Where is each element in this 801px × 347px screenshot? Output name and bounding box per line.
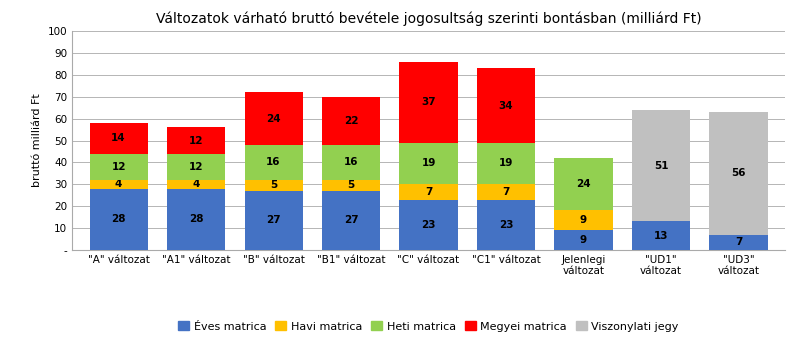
Text: 34: 34 <box>499 101 513 111</box>
Bar <box>244 145 303 180</box>
Bar <box>167 127 225 154</box>
Bar <box>167 189 225 250</box>
Text: 37: 37 <box>421 97 436 107</box>
Text: 9: 9 <box>580 215 587 225</box>
Text: 5: 5 <box>348 180 355 191</box>
Text: 23: 23 <box>499 220 513 230</box>
Text: 12: 12 <box>111 162 126 172</box>
Bar <box>90 154 147 180</box>
Text: 12: 12 <box>189 136 203 145</box>
Bar <box>710 235 767 250</box>
Bar <box>322 145 380 180</box>
Bar <box>90 180 147 189</box>
Text: 7: 7 <box>425 187 433 197</box>
Bar <box>554 230 613 250</box>
Text: 4: 4 <box>192 179 199 189</box>
Bar <box>477 200 535 250</box>
Text: 5: 5 <box>270 180 277 191</box>
Bar <box>554 211 613 230</box>
Text: 24: 24 <box>576 179 591 189</box>
Bar <box>477 184 535 200</box>
Y-axis label: bruttó milliárd Ft: bruttó milliárd Ft <box>32 94 42 187</box>
Text: 19: 19 <box>499 159 513 169</box>
Bar <box>400 143 457 184</box>
Text: 4: 4 <box>115 179 123 189</box>
Bar <box>244 191 303 250</box>
Text: 24: 24 <box>266 114 281 124</box>
Title: Változatok várható bruttó bevétele jogosultság szerinti bontásban (milliárd Ft): Változatok várható bruttó bevétele jogos… <box>155 11 702 26</box>
Legend: Éves matrica, Havi matrica, Heti matrica, Megyei matrica, Viszonylati jegy: Éves matrica, Havi matrica, Heti matrica… <box>174 317 683 336</box>
Text: 16: 16 <box>344 158 358 167</box>
Bar <box>400 184 457 200</box>
Bar <box>710 112 767 235</box>
Text: 7: 7 <box>735 237 743 247</box>
Text: 56: 56 <box>731 168 746 178</box>
Bar <box>632 221 690 250</box>
Bar <box>400 62 457 143</box>
Bar <box>244 92 303 145</box>
Text: 23: 23 <box>421 220 436 230</box>
Text: 12: 12 <box>189 162 203 172</box>
Bar <box>322 191 380 250</box>
Text: 22: 22 <box>344 116 358 126</box>
Bar <box>322 180 380 191</box>
Text: 27: 27 <box>344 215 358 225</box>
Text: 9: 9 <box>580 235 587 245</box>
Bar <box>400 200 457 250</box>
Bar <box>167 180 225 189</box>
Bar <box>632 110 690 221</box>
Bar <box>477 68 535 143</box>
Text: 51: 51 <box>654 161 668 171</box>
Bar <box>167 154 225 180</box>
Bar <box>322 97 380 145</box>
Bar <box>244 180 303 191</box>
Bar <box>90 189 147 250</box>
Bar <box>477 143 535 184</box>
Text: 27: 27 <box>266 215 281 225</box>
Text: 28: 28 <box>189 214 203 224</box>
Bar <box>90 123 147 154</box>
Text: 7: 7 <box>502 187 509 197</box>
Text: 13: 13 <box>654 231 668 240</box>
Bar <box>554 158 613 211</box>
Text: 14: 14 <box>111 133 126 143</box>
Text: 19: 19 <box>421 159 436 169</box>
Text: 28: 28 <box>111 214 126 224</box>
Text: 16: 16 <box>266 158 281 167</box>
